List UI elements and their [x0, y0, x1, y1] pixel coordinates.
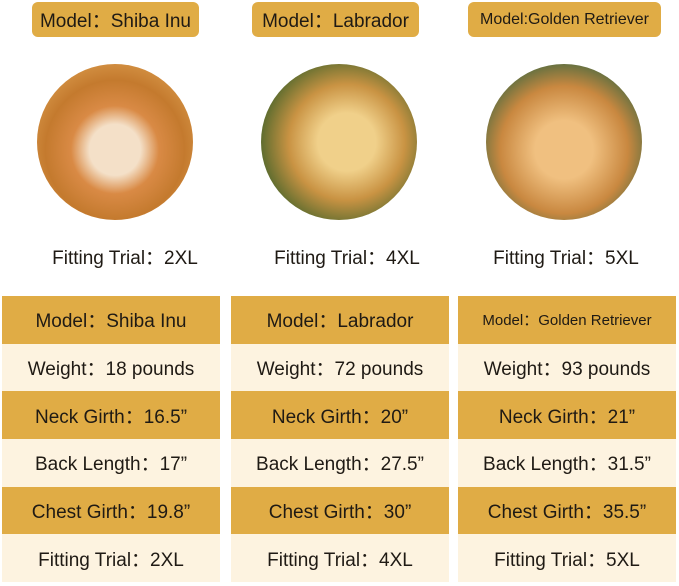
table-row: Fitting Trial：2XL: [2, 534, 220, 583]
model-badge-labrador: Model：Labrador: [252, 2, 419, 37]
table-row: Neck Girth：21”: [458, 391, 676, 440]
table-row: Weight：18 pounds: [2, 343, 220, 392]
size-table-golden: Model：Golden Retriever Weight：93 pounds …: [458, 296, 676, 583]
fitting-trial-labrador: Fitting Trial：4XL: [274, 248, 420, 269]
fitting-trial-shiba: Fitting Trial：2XL: [52, 248, 198, 269]
table-row: Fitting Trial：4XL: [231, 534, 449, 583]
shiba-inu-photo: [37, 64, 193, 220]
size-table-labrador: Model：Labrador Weight：72 pounds Neck Gir…: [231, 296, 449, 583]
model-badge-golden: Model:Golden Retriever: [468, 2, 661, 37]
table-row: Model：Labrador: [231, 296, 449, 344]
labrador-photo: [261, 64, 417, 220]
table-row: Weight：93 pounds: [458, 343, 676, 392]
table-row: Back Length：17”: [2, 439, 220, 487]
table-row: Chest Girth：30”: [231, 486, 449, 535]
table-row: Weight：72 pounds: [231, 343, 449, 392]
table-row: Model：Shiba Inu: [2, 296, 220, 344]
table-row: Back Length：27.5”: [231, 439, 449, 487]
size-table-shiba: Model：Shiba Inu Weight：18 pounds Neck Gi…: [2, 296, 220, 583]
table-row: Back Length：31.5”: [458, 439, 676, 487]
table-row: Fitting Trial：5XL: [458, 534, 676, 583]
table-row: Chest Girth：35.5”: [458, 486, 676, 535]
table-row: Neck Girth：16.5”: [2, 391, 220, 440]
golden-retriever-photo: [486, 64, 642, 220]
fitting-trial-golden: Fitting Trial：5XL: [493, 248, 639, 269]
model-badge-shiba: Model：Shiba Inu: [32, 2, 199, 37]
table-row: Neck Girth：20”: [231, 391, 449, 440]
table-row: Model：Golden Retriever: [458, 296, 676, 344]
table-row: Chest Girth：19.8”: [2, 486, 220, 535]
